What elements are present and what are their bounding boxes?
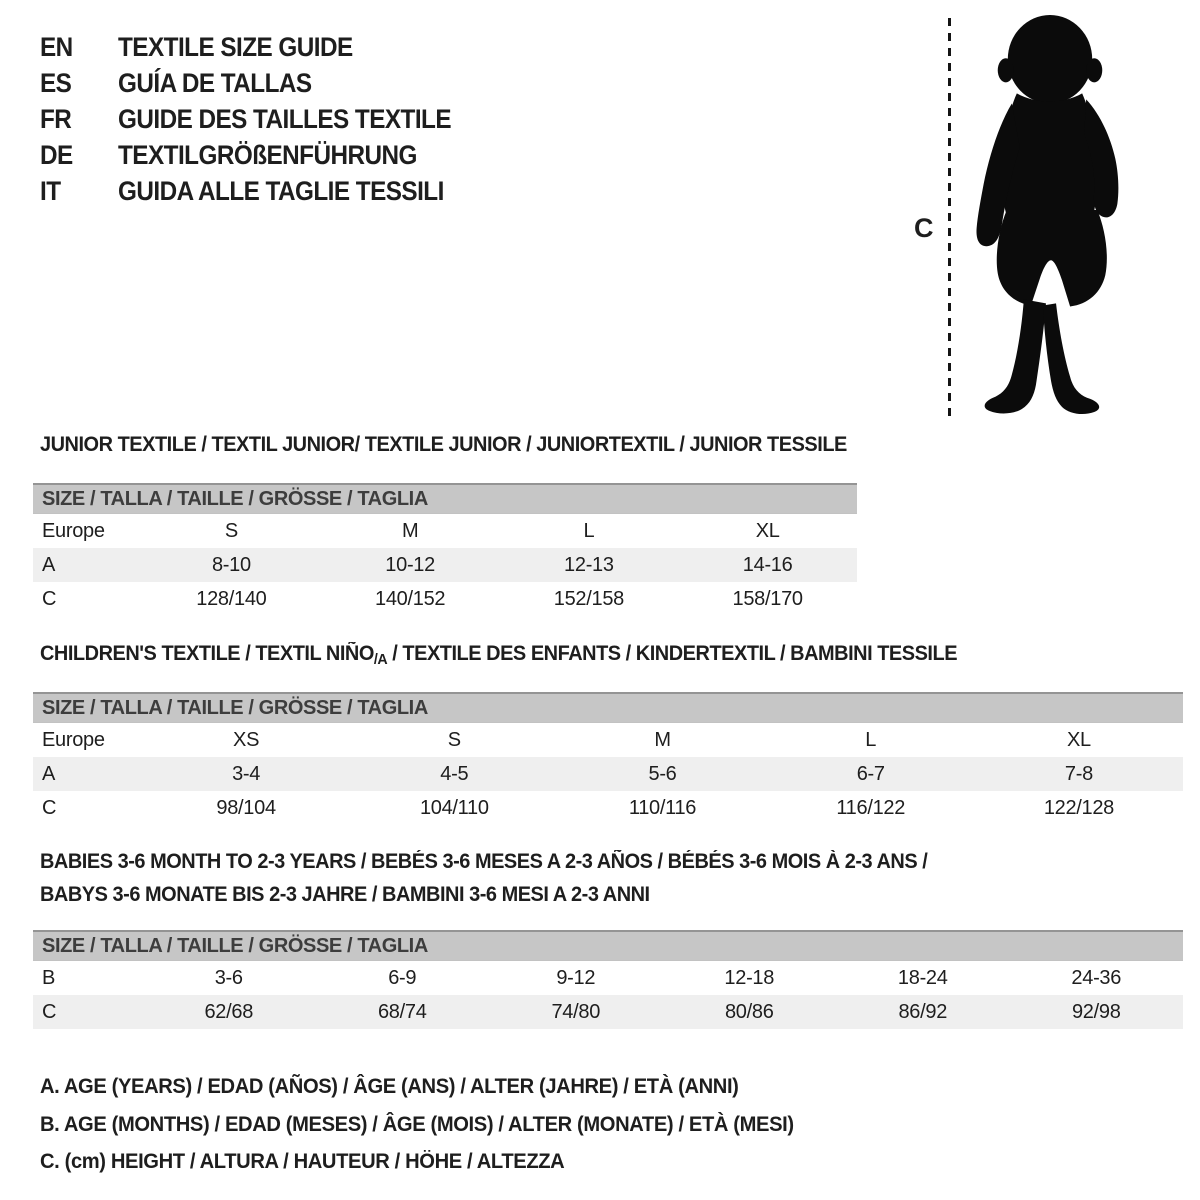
row-label-cell: C (42, 1000, 57, 1023)
language-code: EN (40, 32, 73, 62)
value-cell: XS (233, 728, 260, 751)
value-cell: 12-18 (724, 966, 775, 989)
babies-section-title-line1: BABIES 3-6 MONTH TO 2-3 YEARS / BEBÉS 3-… (40, 850, 928, 873)
row-label-cell: A (42, 762, 56, 785)
language-code: IT (40, 176, 61, 206)
value-cell: 3-4 (232, 762, 261, 785)
value-cell: 92/98 (1071, 1000, 1121, 1023)
value-cell: XL (1066, 728, 1091, 751)
value-cell: 140/152 (375, 587, 446, 610)
value-cell: 128/140 (196, 587, 267, 610)
language-code: DE (40, 140, 73, 170)
value-cell: L (865, 728, 877, 751)
children-title-subscript: /A (373, 651, 388, 668)
row-label-cell: C (42, 587, 57, 610)
footnote-a: A. AGE (YEARS) / EDAD (AÑOS) / ÂGE (ANS)… (40, 1075, 739, 1098)
row-label-cell: A (42, 553, 56, 576)
language-title: GUÍA DE TALLAS (118, 68, 312, 98)
value-cell: S (447, 728, 461, 751)
value-cell: 10-12 (385, 553, 435, 576)
value-cell: 18-24 (897, 966, 948, 989)
footnote-c: C. (cm) HEIGHT / ALTURA / HAUTEUR / HÖHE… (40, 1150, 565, 1173)
children-title-text: / TEXTILE DES ENFANTS / KINDERTEXTIL / B… (387, 642, 958, 665)
table-row-b: B 3-6 6-9 9-12 12-18 18-24 24-36 (33, 961, 1183, 995)
value-cell: L (583, 519, 595, 542)
footnote-b: B. AGE (MONTHS) / EDAD (MESES) / ÂGE (MO… (40, 1112, 794, 1136)
row-label-cell: B (42, 966, 56, 989)
babies-section-title-line2: BABYS 3-6 MONATE BIS 2-3 JAHRE / BAMBINI… (40, 883, 650, 906)
value-cell: 74/80 (551, 1000, 601, 1023)
row-label-cell: Europe (42, 728, 105, 751)
value-cell: 7-8 (1064, 762, 1093, 785)
language-code: FR (40, 104, 72, 134)
table-row-europe: Europe XS S M L XL (33, 723, 1183, 757)
value-cell: 116/122 (836, 796, 906, 819)
language-title: TEXTILE SIZE GUIDE (118, 32, 353, 62)
table-row-c: C 128/140 140/152 152/158 158/170 (33, 582, 857, 616)
footnotes: A. AGE (YEARS) / EDAD (AÑOS) / ÂGE (ANS)… (40, 1068, 825, 1181)
children-section-title: CHILDREN'S TEXTILE / TEXTIL NIÑO/A / TEX… (40, 642, 958, 668)
value-cell: 158/170 (732, 587, 804, 610)
value-cell: 104/110 (419, 796, 489, 819)
value-cell: 6-7 (856, 762, 885, 785)
measure-label-c: C (914, 213, 934, 243)
value-cell: M (654, 728, 671, 751)
value-cell: 4-5 (440, 762, 469, 785)
table-row-c: C 98/104 104/110 110/116 116/122 122/128 (33, 791, 1183, 825)
size-header-bar: SIZE / TALLA / TAILLE / GRÖSSE / TAGLIA (33, 930, 1183, 961)
babies-size-table: SIZE / TALLA / TAILLE / GRÖSSE / TAGLIA … (33, 930, 1183, 1029)
value-cell: 9-12 (556, 966, 596, 989)
row-label-cell: Europe (42, 519, 105, 542)
value-cell: 12-13 (564, 553, 614, 576)
value-cell: 152/158 (553, 587, 625, 610)
junior-section-title: JUNIOR TEXTILE / TEXTIL JUNIOR/ TEXTILE … (40, 433, 847, 456)
value-cell: 110/116 (628, 796, 697, 819)
value-cell: 3-6 (214, 966, 243, 989)
size-header-bar: SIZE / TALLA / TAILLE / GRÖSSE / TAGLIA (33, 483, 857, 514)
table-row-europe: Europe S M L XL (33, 514, 857, 548)
language-header: EN TEXTILE SIZE GUIDE ES GUÍA DE TALLAS … (40, 29, 488, 209)
height-measure-dashed-line (948, 18, 951, 416)
row-label-cell: C (42, 796, 57, 819)
value-cell: 5-6 (648, 762, 677, 785)
language-code: ES (40, 68, 72, 98)
value-cell: 122/128 (1043, 796, 1115, 819)
value-cell: M (401, 519, 419, 542)
value-cell: 6-9 (388, 966, 417, 989)
language-title: TEXTILGRÖßENFÜHRUNG (118, 140, 417, 170)
value-cell: 14-16 (742, 553, 793, 576)
value-cell: 68/74 (377, 1000, 427, 1023)
value-cell: 24-36 (1071, 966, 1122, 989)
table-row-a: A 3-4 4-5 5-6 6-7 7-8 (33, 757, 1183, 791)
toddler-silhouette-icon (976, 15, 1119, 415)
children-size-table: SIZE / TALLA / TAILLE / GRÖSSE / TAGLIA … (33, 692, 1183, 825)
value-cell: 86/92 (898, 1000, 948, 1023)
value-cell: 8-10 (211, 553, 251, 576)
value-cell: 98/104 (216, 796, 276, 819)
language-title: GUIDA ALLE TAGLIE TESSILI (118, 176, 444, 206)
value-cell: XL (755, 519, 780, 542)
children-title-text: CHILDREN'S TEXTILE / TEXTIL NIÑO (40, 642, 374, 665)
table-row-c: C 62/68 68/74 74/80 80/86 86/92 92/98 (33, 995, 1183, 1029)
table-row-a: A 8-10 10-12 12-13 14-16 (33, 548, 857, 582)
language-title: GUIDE DES TAILLES TEXTILE (118, 104, 452, 134)
size-header-bar: SIZE / TALLA / TAILLE / GRÖSSE / TAGLIA (33, 692, 1183, 723)
value-cell: S (224, 519, 238, 542)
value-cell: 62/68 (204, 1000, 254, 1023)
value-cell: 80/86 (724, 1000, 774, 1023)
junior-size-table: SIZE / TALLA / TAILLE / GRÖSSE / TAGLIA … (33, 483, 857, 616)
